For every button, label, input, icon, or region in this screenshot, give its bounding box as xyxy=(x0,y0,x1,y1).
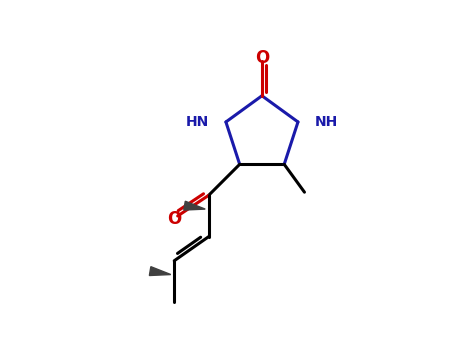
Polygon shape xyxy=(184,201,205,210)
Text: NH: NH xyxy=(315,115,339,129)
Polygon shape xyxy=(149,267,171,275)
Text: O: O xyxy=(167,210,182,229)
Text: O: O xyxy=(255,49,269,67)
Text: HN: HN xyxy=(186,115,209,129)
